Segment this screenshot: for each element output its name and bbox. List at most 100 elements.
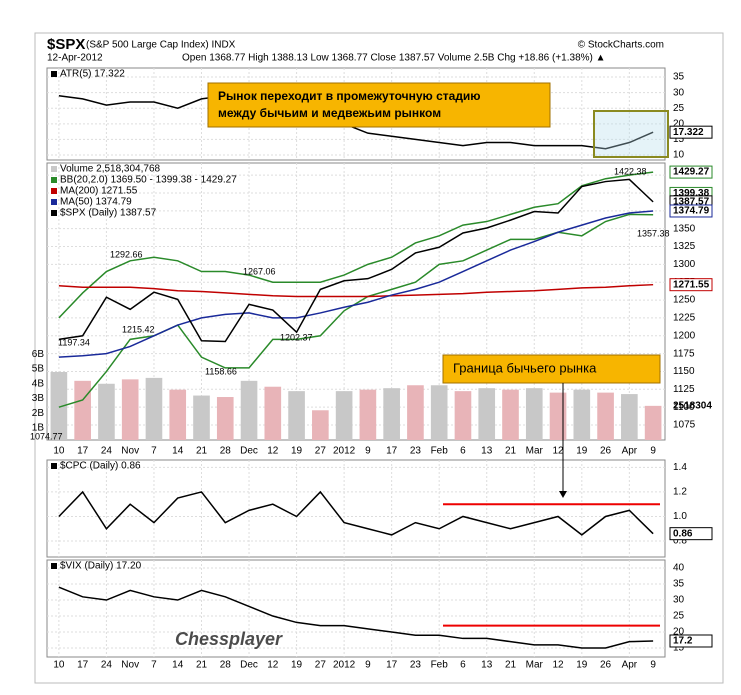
x-tick-label: 27 (315, 446, 327, 457)
y-tick-label: 0.8 (673, 536, 687, 547)
x-tick-label: 12 (552, 446, 564, 457)
y-tick-label: 1350 (673, 223, 696, 234)
y-tick-label: 30 (673, 595, 685, 606)
y-tick-label: 1325 (673, 241, 696, 252)
x-tick-label: 24 (101, 660, 113, 671)
volume-bar (216, 397, 234, 440)
note-box (207, 82, 551, 128)
volume-bar (478, 388, 496, 440)
tag-box (669, 527, 713, 541)
x-tick-label: 23 (410, 446, 422, 457)
volume-bar (121, 379, 139, 440)
y-tick-label: 25 (673, 103, 685, 114)
x-tick-label: 9 (365, 660, 371, 671)
x-tick-label: 9 (650, 446, 656, 457)
price-label: 1267.06 (243, 266, 276, 276)
index-name: (S&P 500 Large Cap Index) INDX (86, 40, 236, 51)
volume-tag: 2518304 (673, 401, 712, 412)
right-tag: 1374.79 (673, 206, 710, 217)
tag-box (669, 278, 713, 292)
x-tick-label: Apr (622, 446, 638, 457)
volume-bar (407, 385, 424, 440)
series-line (58, 586, 654, 649)
x-tick-label: 26 (600, 660, 612, 671)
zoom-box (593, 110, 669, 158)
x-tick-label: 17 (77, 660, 89, 671)
price-label: 1357.38 (637, 228, 670, 238)
right-tag: 1271.55 (673, 279, 710, 290)
volume-bar (74, 380, 91, 440)
legend-swatch (51, 210, 57, 216)
series-line (58, 178, 654, 343)
series-line (58, 94, 654, 150)
legend-swatch (51, 177, 57, 183)
quote: Open 1368.77 High 1388.13 Low 1368.77 Cl… (182, 53, 606, 64)
arrow-head (559, 491, 567, 498)
x-tick-label: 23 (410, 660, 422, 671)
series-line (58, 490, 654, 536)
price-label: 1202.37 (280, 332, 313, 342)
y2-tick-label: 1B (32, 423, 45, 434)
y-tick-label: 1.4 (673, 462, 687, 473)
right-tag: 1399.38 (673, 188, 710, 199)
volume-bar (169, 389, 187, 440)
x-tick-label: 24 (101, 446, 113, 457)
y-tick-label: 40 (673, 563, 685, 574)
x-tick-label: 2012 (333, 660, 356, 671)
x-tick-label: 13 (481, 660, 493, 671)
x-tick-label: 21 (196, 446, 208, 457)
legend-swatch (51, 71, 57, 77)
legend-entry: Volume 2,518,304,768 (60, 164, 161, 175)
tag-box (669, 125, 713, 139)
x-tick-label: Feb (431, 446, 449, 457)
volume-bar (430, 385, 448, 440)
y-tick-label: 15 (673, 643, 685, 654)
tag-box (669, 165, 713, 179)
x-tick-label: 17 (386, 446, 398, 457)
x-tick-label: 9 (365, 446, 371, 457)
volume-bar (145, 377, 163, 440)
tag-box (669, 204, 713, 218)
legend-entry: $CPC (Daily) 0.86 (60, 461, 141, 472)
volume-bar (525, 388, 543, 440)
y-tick-label: 20 (673, 118, 685, 129)
symbol: $SPX (47, 36, 85, 53)
volume-bar (573, 389, 591, 440)
volume-bar (502, 389, 519, 440)
x-tick-label: Apr (622, 660, 638, 671)
volume-bar (98, 383, 115, 440)
x-tick-label: 28 (220, 660, 232, 671)
y2-tick-label: 4B (32, 378, 45, 389)
legend-swatch (51, 166, 57, 172)
x-tick-label: 17 (77, 446, 89, 457)
price-label: 1292.66 (110, 249, 143, 259)
volume-bar (359, 389, 377, 440)
volume-bar (597, 392, 614, 440)
x-tick-label: 14 (172, 660, 184, 671)
x-tick-label: 19 (291, 446, 303, 457)
legend-swatch (51, 188, 57, 194)
series-line (58, 210, 654, 358)
x-tick-label: 19 (576, 660, 588, 671)
legend-swatch (51, 463, 57, 469)
x-tick-label: Dec (240, 660, 258, 671)
series-line (58, 283, 654, 298)
note-line: между бычьим и медвежьим рынком (218, 106, 441, 120)
x-tick-label: Mar (526, 446, 544, 457)
legend-swatch (51, 199, 57, 205)
price-label: 1422.38 (614, 166, 647, 176)
x-tick-label: 17 (386, 660, 398, 671)
y-tick-label: 10 (673, 150, 685, 161)
volume-bar (454, 391, 472, 440)
legend-swatch (51, 563, 57, 569)
price-label: 1215.42 (122, 324, 155, 334)
y2-tick-label: 6B (32, 349, 45, 360)
legend-entry: BB(20,2.0) 1369.50 - 1399.38 - 1429.27 (60, 175, 237, 186)
x-tick-label: 19 (291, 660, 303, 671)
series-line (58, 171, 654, 319)
note-line: Граница бычьего рынка (453, 360, 597, 375)
y-tick-label: 1125 (673, 384, 695, 395)
y-tick-label: 35 (673, 72, 685, 83)
x-tick-label: 28 (220, 446, 232, 457)
